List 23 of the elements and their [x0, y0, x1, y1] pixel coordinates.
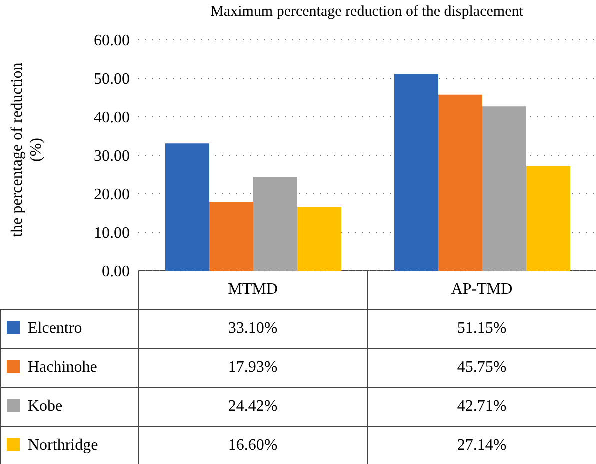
- legend-label: Kobe: [0, 388, 138, 426]
- data-label: 45.75%: [368, 348, 596, 388]
- y-tick-label: 20.00: [94, 186, 130, 204]
- x-tick-label: MTMD: [138, 270, 368, 310]
- y-tick-label: 40.00: [94, 110, 130, 127]
- data-label: 24.42%: [138, 388, 368, 426]
- y-axis-title: the percentage of reduction (%): [8, 62, 46, 240]
- legend-label: Elcentro: [0, 310, 138, 348]
- y-tick-label: 0.00: [102, 264, 130, 281]
- legend-label: Northridge: [0, 426, 138, 464]
- y-tick-label: 50.00: [94, 71, 130, 88]
- chart-title: Maximum percentage reduction of the displacement: [210, 4, 524, 21]
- data-label: 42.71%: [368, 388, 596, 426]
- data-label: 33.10%: [138, 310, 368, 348]
- y-tick-label: 10.00: [94, 225, 130, 242]
- data-label: 17.93%: [138, 348, 368, 388]
- x-tick-label: AP-TMD: [368, 270, 596, 310]
- data-label: 51.15%: [368, 310, 596, 348]
- data-label: 27.14%: [368, 426, 596, 464]
- y-tick-label: 30.00: [94, 148, 130, 166]
- legend-label: Hachinohe: [0, 348, 138, 388]
- y-tick-label: 60.00: [94, 32, 130, 50]
- data-label: 16.60%: [138, 426, 368, 464]
